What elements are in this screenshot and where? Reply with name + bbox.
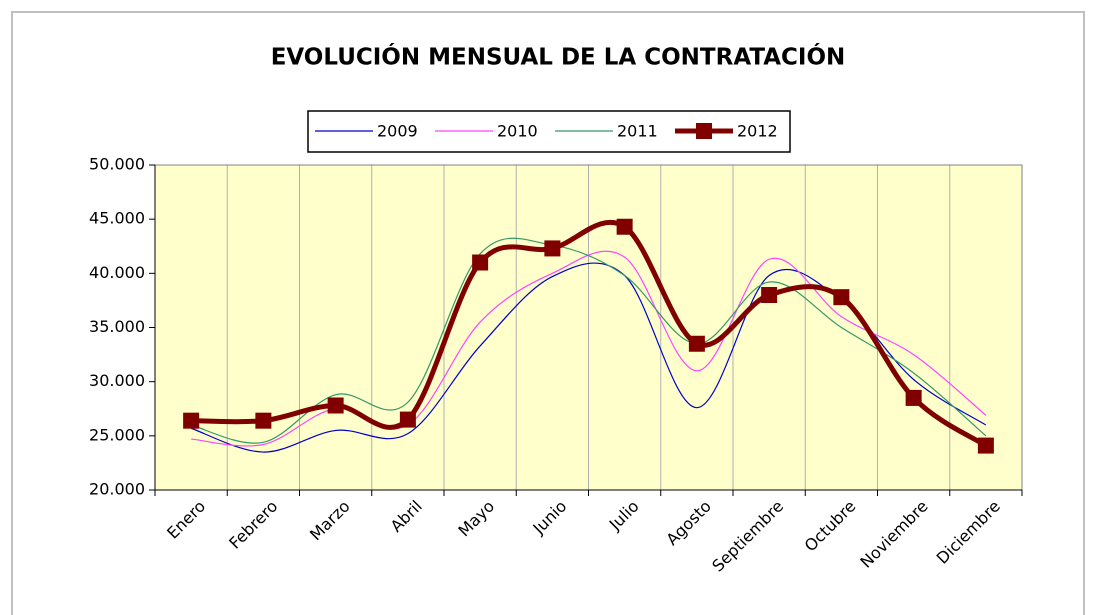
legend-label: 2011 <box>617 122 658 141</box>
data-point <box>327 397 344 414</box>
data-point <box>544 240 561 257</box>
x-tick-label: Junio <box>529 497 571 539</box>
x-tick-label: Marzo <box>306 497 354 545</box>
legend-marker <box>696 123 712 139</box>
data-point <box>761 287 778 303</box>
data-point <box>905 389 922 406</box>
x-tick-label: Octubre <box>801 497 860 556</box>
legend-label: 2012 <box>737 122 778 141</box>
chart-frame <box>11 11 1085 615</box>
x-tick-label: Enero <box>163 497 209 543</box>
chart-title: EVOLUCIÓN MENSUAL DE LA CONTRATACIÓN <box>271 43 846 71</box>
x-tick-label: Septiembre <box>708 497 787 576</box>
x-tick-label: Abril <box>387 497 426 536</box>
y-tick-label: 50.000 <box>89 155 145 174</box>
x-tick-label: Diciembre <box>933 497 1004 568</box>
x-tick-label: Mayo <box>454 497 498 541</box>
y-tick-label: 35.000 <box>89 317 145 336</box>
x-tick-label: Febrero <box>225 497 281 553</box>
x-tick-label: Agosto <box>662 497 715 550</box>
data-point <box>183 412 200 429</box>
data-point <box>688 335 705 352</box>
data-point <box>399 411 416 428</box>
legend-label: 2010 <box>497 122 538 141</box>
data-point <box>255 412 272 429</box>
x-tick-label: Julio <box>605 497 643 535</box>
y-tick-label: 25.000 <box>89 425 145 444</box>
data-point <box>472 254 489 271</box>
x-tick-label: Noviembre <box>856 497 931 572</box>
y-tick-label: 30.000 <box>89 371 145 390</box>
legend-label: 2009 <box>377 122 418 141</box>
y-tick-label: 45.000 <box>89 209 145 228</box>
series-line <box>190 237 987 444</box>
y-tick-label: 40.000 <box>89 263 145 282</box>
data-point <box>977 437 994 454</box>
data-point <box>616 218 633 235</box>
y-tick-label: 20.000 <box>89 480 145 499</box>
data-point <box>833 289 850 306</box>
